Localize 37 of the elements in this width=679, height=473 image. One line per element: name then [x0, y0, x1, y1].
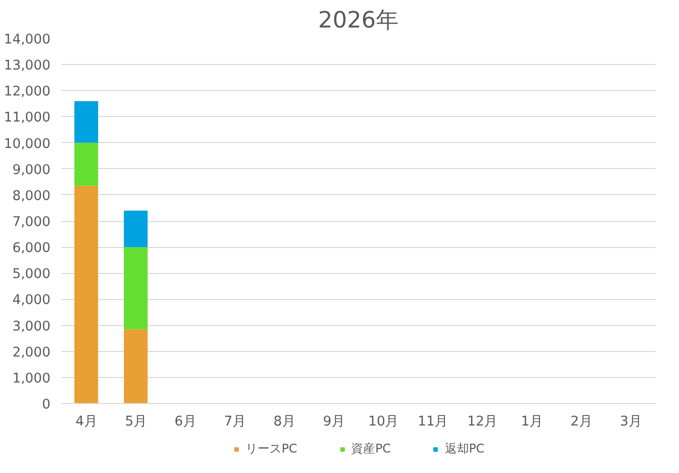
x-tick-label: 7月 [224, 414, 246, 430]
x-tick-label: 8月 [274, 414, 295, 430]
x-tick-label: 12月 [467, 414, 498, 430]
x-tick-label: 3月 [620, 414, 642, 430]
chart-title: 2026年 [318, 8, 399, 34]
bar [74, 142, 98, 186]
y-tick-label: 7,000 [12, 215, 50, 230]
bar [74, 101, 98, 143]
y-tick-label: 8,000 [12, 188, 50, 204]
legend-label: 資産PC [351, 440, 391, 458]
y-tick-label: 0 [42, 398, 51, 412]
y-tick-label: 14,000 [4, 32, 51, 48]
y-tick-label: 6,000 [12, 241, 50, 256]
y-tick-label: 11,000 [4, 110, 51, 126]
x-tick-label: 9月 [323, 414, 344, 430]
x-tick-label: 10月 [368, 414, 398, 430]
bar [124, 210, 148, 248]
bar [124, 329, 148, 404]
legend-label: リースPC [246, 440, 298, 458]
y-tick-label: 4,000 [12, 293, 50, 308]
y-tick-label: 1,000 [12, 371, 50, 386]
y-tick-label: 12,000 [4, 84, 51, 100]
bar [124, 247, 148, 330]
y-tick-label: 2,000 [12, 345, 50, 360]
y-tick-label: 13,000 [4, 58, 51, 74]
y-tick-label: 10,000 [4, 136, 51, 152]
y-tick-label: 5,000 [12, 267, 50, 282]
x-tick-label: 6月 [174, 414, 196, 430]
y-tick-label: 9,000 [12, 162, 50, 178]
x-tick-label: 1月 [521, 414, 542, 430]
x-tick-label: 2月 [570, 414, 592, 430]
x-tick-label: 5月 [125, 414, 146, 430]
bar [74, 186, 98, 404]
y-tick-label: 3,000 [12, 319, 50, 334]
x-tick-label: 4月 [76, 414, 97, 430]
x-tick-label: 11月 [418, 414, 448, 430]
legend-label: 返却PC [444, 440, 484, 458]
